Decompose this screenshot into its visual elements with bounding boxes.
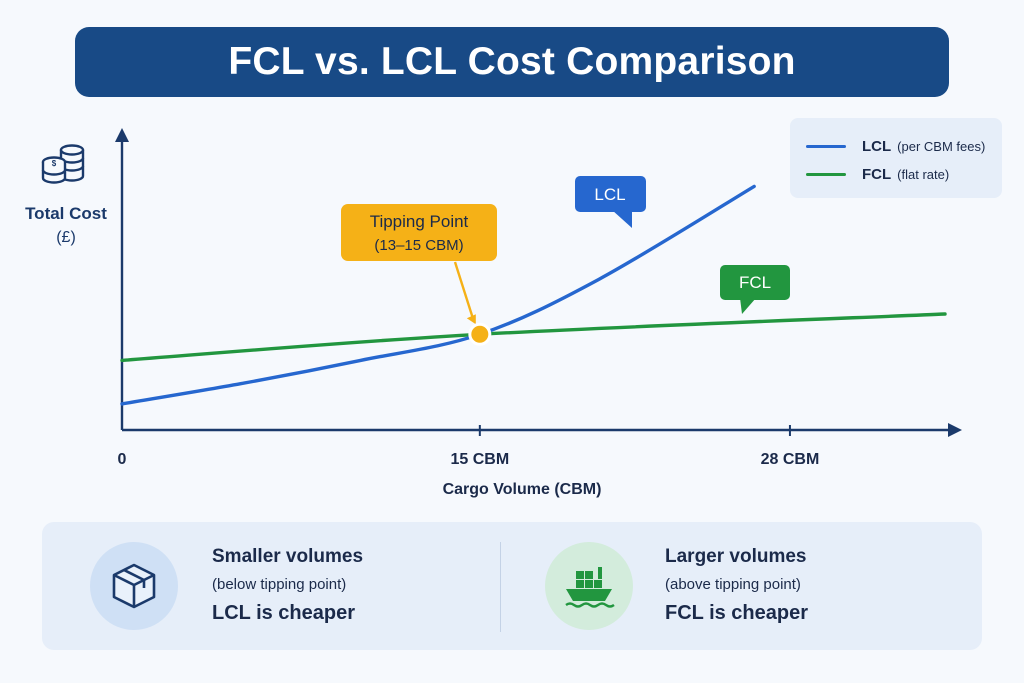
legend-name: LCL [862, 137, 892, 155]
tipping-point-range: (13–15 CBM) [374, 237, 463, 254]
chart-series [120, 184, 947, 406]
legend-name: FCL [862, 165, 892, 183]
chart-axes [115, 128, 962, 437]
cargo-ship-icon [565, 567, 615, 608]
page-title: FCL vs. LCL Cost Comparison [228, 40, 796, 83]
y-axis-label: Total Cost [25, 204, 107, 223]
tipping-point-marker [468, 322, 492, 346]
fcl-label-box [720, 265, 790, 300]
y-axis-arrow [115, 128, 129, 142]
legend-note: (flat rate) [897, 166, 950, 182]
summary-left-sub: (below tipping point) [212, 576, 347, 593]
tipping-point-pointer [453, 261, 475, 322]
coin-stack-icon: $ [40, 142, 86, 193]
chart-legend: LCL (per CBM fees) FCL (flat rate) [790, 118, 1002, 198]
summary-divider [500, 542, 501, 632]
title-banner: FCL vs. LCL Cost Comparison [75, 27, 949, 97]
cargo-ship-icon-circle [545, 542, 633, 630]
legend-item-lcl: LCL (per CBM fees) [806, 132, 1002, 160]
legend-item-fcl: FCL (flat rate) [806, 160, 1002, 188]
x-tick-label: 15 CBM [450, 451, 509, 468]
y-axis-title: Total Cost (£) [12, 202, 120, 250]
x-axis-title: Cargo Volume (CBM) [442, 481, 602, 498]
lcl-label-text: LCL [594, 185, 625, 204]
x-tick-label: 0 [118, 451, 127, 468]
series-line-lcl [120, 184, 756, 406]
svg-text:$: $ [52, 159, 57, 168]
summary-left: Smaller volumes (below tipping point) LC… [212, 544, 363, 626]
legend-note: (per CBM fees) [897, 138, 986, 154]
x-tick-label: 28 CBM [761, 451, 820, 468]
tipping-point-box [341, 204, 497, 261]
chart-callouts: Tipping Point (13–15 CBM) LCL FCL [341, 176, 790, 346]
summary-right-sub: (above tipping point) [665, 576, 801, 593]
chart-ticks: 0 15 CBM 28 CBM [118, 425, 820, 468]
legend-swatch-lcl [806, 144, 846, 148]
tipping-point-arrowhead [466, 314, 476, 325]
summary-right-heading: Larger volumes [665, 546, 807, 567]
lcl-label-tail [612, 210, 632, 228]
fcl-label-text: FCL [739, 273, 771, 292]
box-icon [112, 563, 156, 609]
series-line-fcl [120, 312, 947, 363]
fcl-label-tail [740, 298, 756, 314]
summary-right: Larger volumes (above tipping point) FCL… [665, 544, 808, 626]
box-icon-circle [90, 542, 178, 630]
summary-panel: Smaller volumes (below tipping point) LC… [42, 522, 982, 650]
summary-left-heading: Smaller volumes [212, 546, 364, 567]
lcl-label-box [575, 176, 646, 212]
legend-swatch-fcl [806, 172, 846, 176]
y-axis-unit: (£) [56, 229, 76, 246]
x-axis-arrow [948, 423, 962, 437]
summary-left-result: LCL is cheaper [212, 602, 356, 624]
tipping-point-title: Tipping Point [370, 212, 469, 231]
summary-right-result: FCL is cheaper [665, 602, 809, 624]
